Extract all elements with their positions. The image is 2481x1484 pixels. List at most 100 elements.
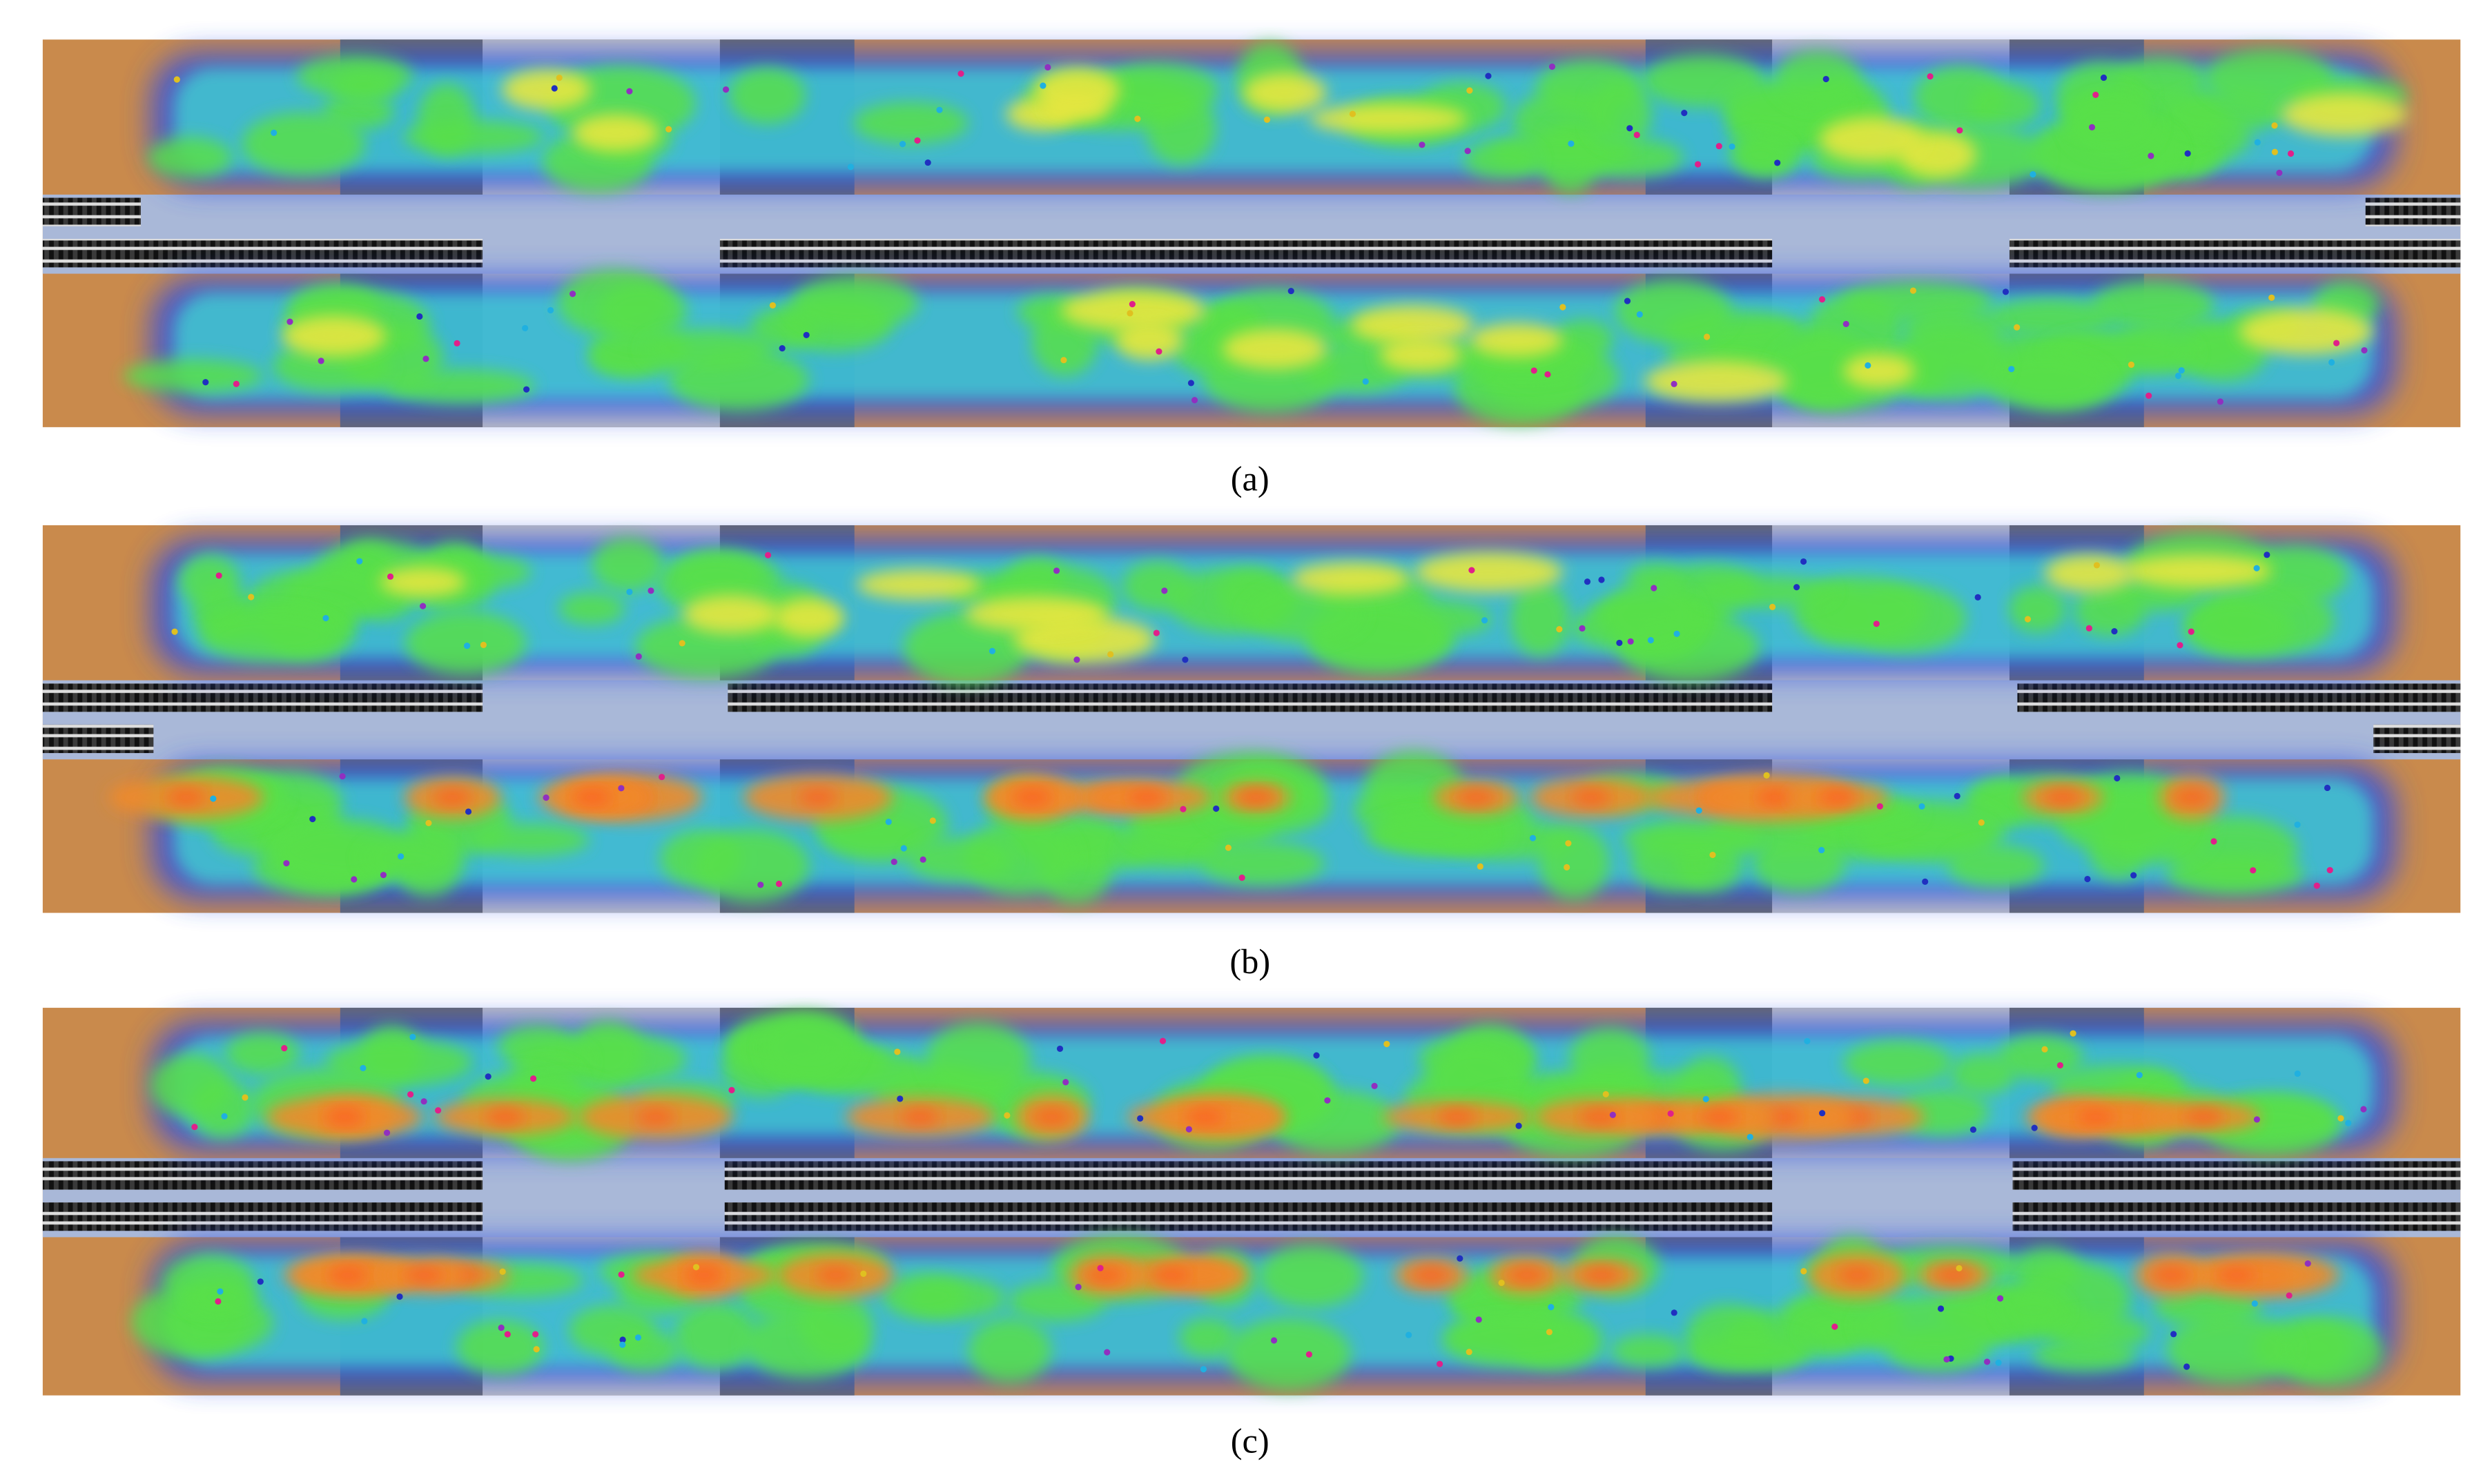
heat-blob bbox=[1997, 1035, 2083, 1080]
agent bbox=[2030, 170, 2036, 178]
heat-core bbox=[572, 789, 611, 806]
heat-blob bbox=[1441, 1314, 1592, 1367]
agent bbox=[2070, 1030, 2076, 1037]
agent bbox=[1918, 803, 1925, 810]
panel-label: (a) bbox=[1231, 460, 1269, 498]
heat-hot bbox=[1414, 551, 1564, 592]
agent bbox=[387, 573, 394, 580]
agent bbox=[1097, 1265, 1104, 1271]
agent bbox=[2174, 372, 2182, 380]
agent bbox=[425, 819, 432, 827]
agent bbox=[1529, 834, 1537, 841]
heat-blob bbox=[225, 1032, 300, 1075]
heat-blob bbox=[1463, 141, 1539, 179]
agent bbox=[1405, 1331, 1412, 1338]
heat-hot bbox=[501, 69, 592, 110]
heat-blob bbox=[1969, 83, 2041, 128]
heat-blob bbox=[2067, 95, 2158, 155]
heat-hot bbox=[1222, 329, 1327, 369]
agent bbox=[618, 785, 625, 792]
agent bbox=[454, 340, 460, 346]
agent bbox=[398, 853, 405, 860]
track bbox=[2012, 1202, 2461, 1231]
heat-blob bbox=[1539, 825, 1610, 900]
agent bbox=[281, 1045, 288, 1052]
track bbox=[728, 683, 1773, 712]
agent bbox=[914, 137, 921, 144]
agent bbox=[1695, 161, 1702, 168]
agent bbox=[1584, 578, 1591, 585]
agent bbox=[1865, 362, 1871, 369]
agent bbox=[485, 1073, 492, 1080]
heat-hot bbox=[1243, 72, 1327, 113]
agent bbox=[1464, 148, 1471, 155]
heat-core bbox=[685, 1267, 723, 1283]
agent bbox=[2014, 324, 2021, 331]
heat-core bbox=[1412, 1267, 1450, 1283]
agent bbox=[2084, 875, 2091, 883]
heat-core bbox=[1934, 1267, 1973, 1283]
heat-core bbox=[328, 1267, 367, 1283]
agent bbox=[2268, 294, 2275, 301]
agent bbox=[626, 588, 633, 596]
agent bbox=[2287, 150, 2295, 157]
heat-hot bbox=[1115, 321, 1183, 360]
agent bbox=[1681, 110, 1688, 117]
agent bbox=[891, 859, 897, 866]
heat-hot bbox=[572, 114, 659, 152]
agent bbox=[1842, 320, 1849, 328]
heat-blob bbox=[1686, 1334, 1813, 1369]
agent bbox=[1937, 1305, 1945, 1312]
agent bbox=[803, 331, 810, 339]
agent bbox=[2148, 153, 2154, 159]
agent bbox=[1498, 1279, 1505, 1287]
heat-blob bbox=[907, 837, 1013, 881]
agent bbox=[1978, 819, 1985, 826]
heat-blob bbox=[2203, 49, 2333, 108]
heat-blob bbox=[762, 1013, 858, 1082]
agent bbox=[2313, 882, 2320, 889]
agent bbox=[504, 1331, 511, 1338]
heat-blob bbox=[1983, 353, 2109, 410]
agent bbox=[2264, 551, 2270, 558]
agent bbox=[1313, 1052, 1320, 1059]
agent bbox=[1075, 1284, 1082, 1291]
track bbox=[42, 683, 483, 712]
heat-core bbox=[2217, 1267, 2255, 1283]
agent bbox=[2360, 1106, 2367, 1113]
heat-blob bbox=[1857, 1295, 2008, 1356]
agent bbox=[210, 795, 217, 802]
agent bbox=[2304, 1260, 2311, 1267]
heat-core bbox=[1151, 1267, 1190, 1283]
agent bbox=[569, 291, 576, 297]
heat-core bbox=[1818, 789, 1857, 806]
agent bbox=[1695, 807, 1702, 814]
heat-blob bbox=[1949, 1053, 2016, 1095]
heat-blob bbox=[672, 553, 765, 600]
heat-blob bbox=[2167, 1314, 2295, 1384]
agent bbox=[2361, 346, 2368, 354]
agent bbox=[1636, 311, 1643, 318]
agent bbox=[173, 76, 180, 83]
agent bbox=[1793, 584, 1800, 591]
agent bbox=[2146, 392, 2152, 399]
heat-blob bbox=[1245, 587, 1364, 641]
track bbox=[724, 1202, 1773, 1231]
heat-core bbox=[1185, 1109, 1224, 1125]
heat-blob bbox=[694, 829, 810, 903]
heat-blob bbox=[1006, 558, 1065, 600]
agent bbox=[1073, 656, 1080, 663]
agent bbox=[2041, 1046, 2048, 1053]
agent bbox=[1565, 840, 1572, 847]
heat-blob bbox=[1842, 1040, 1953, 1086]
agent bbox=[1579, 625, 1586, 632]
agent bbox=[722, 86, 730, 93]
agent bbox=[1667, 1110, 1674, 1117]
agent bbox=[2177, 642, 2183, 649]
heat-blob bbox=[1894, 325, 2006, 400]
agent bbox=[215, 572, 222, 579]
agent bbox=[894, 1048, 901, 1055]
track bbox=[2009, 239, 2461, 268]
agent bbox=[2136, 1071, 2143, 1079]
